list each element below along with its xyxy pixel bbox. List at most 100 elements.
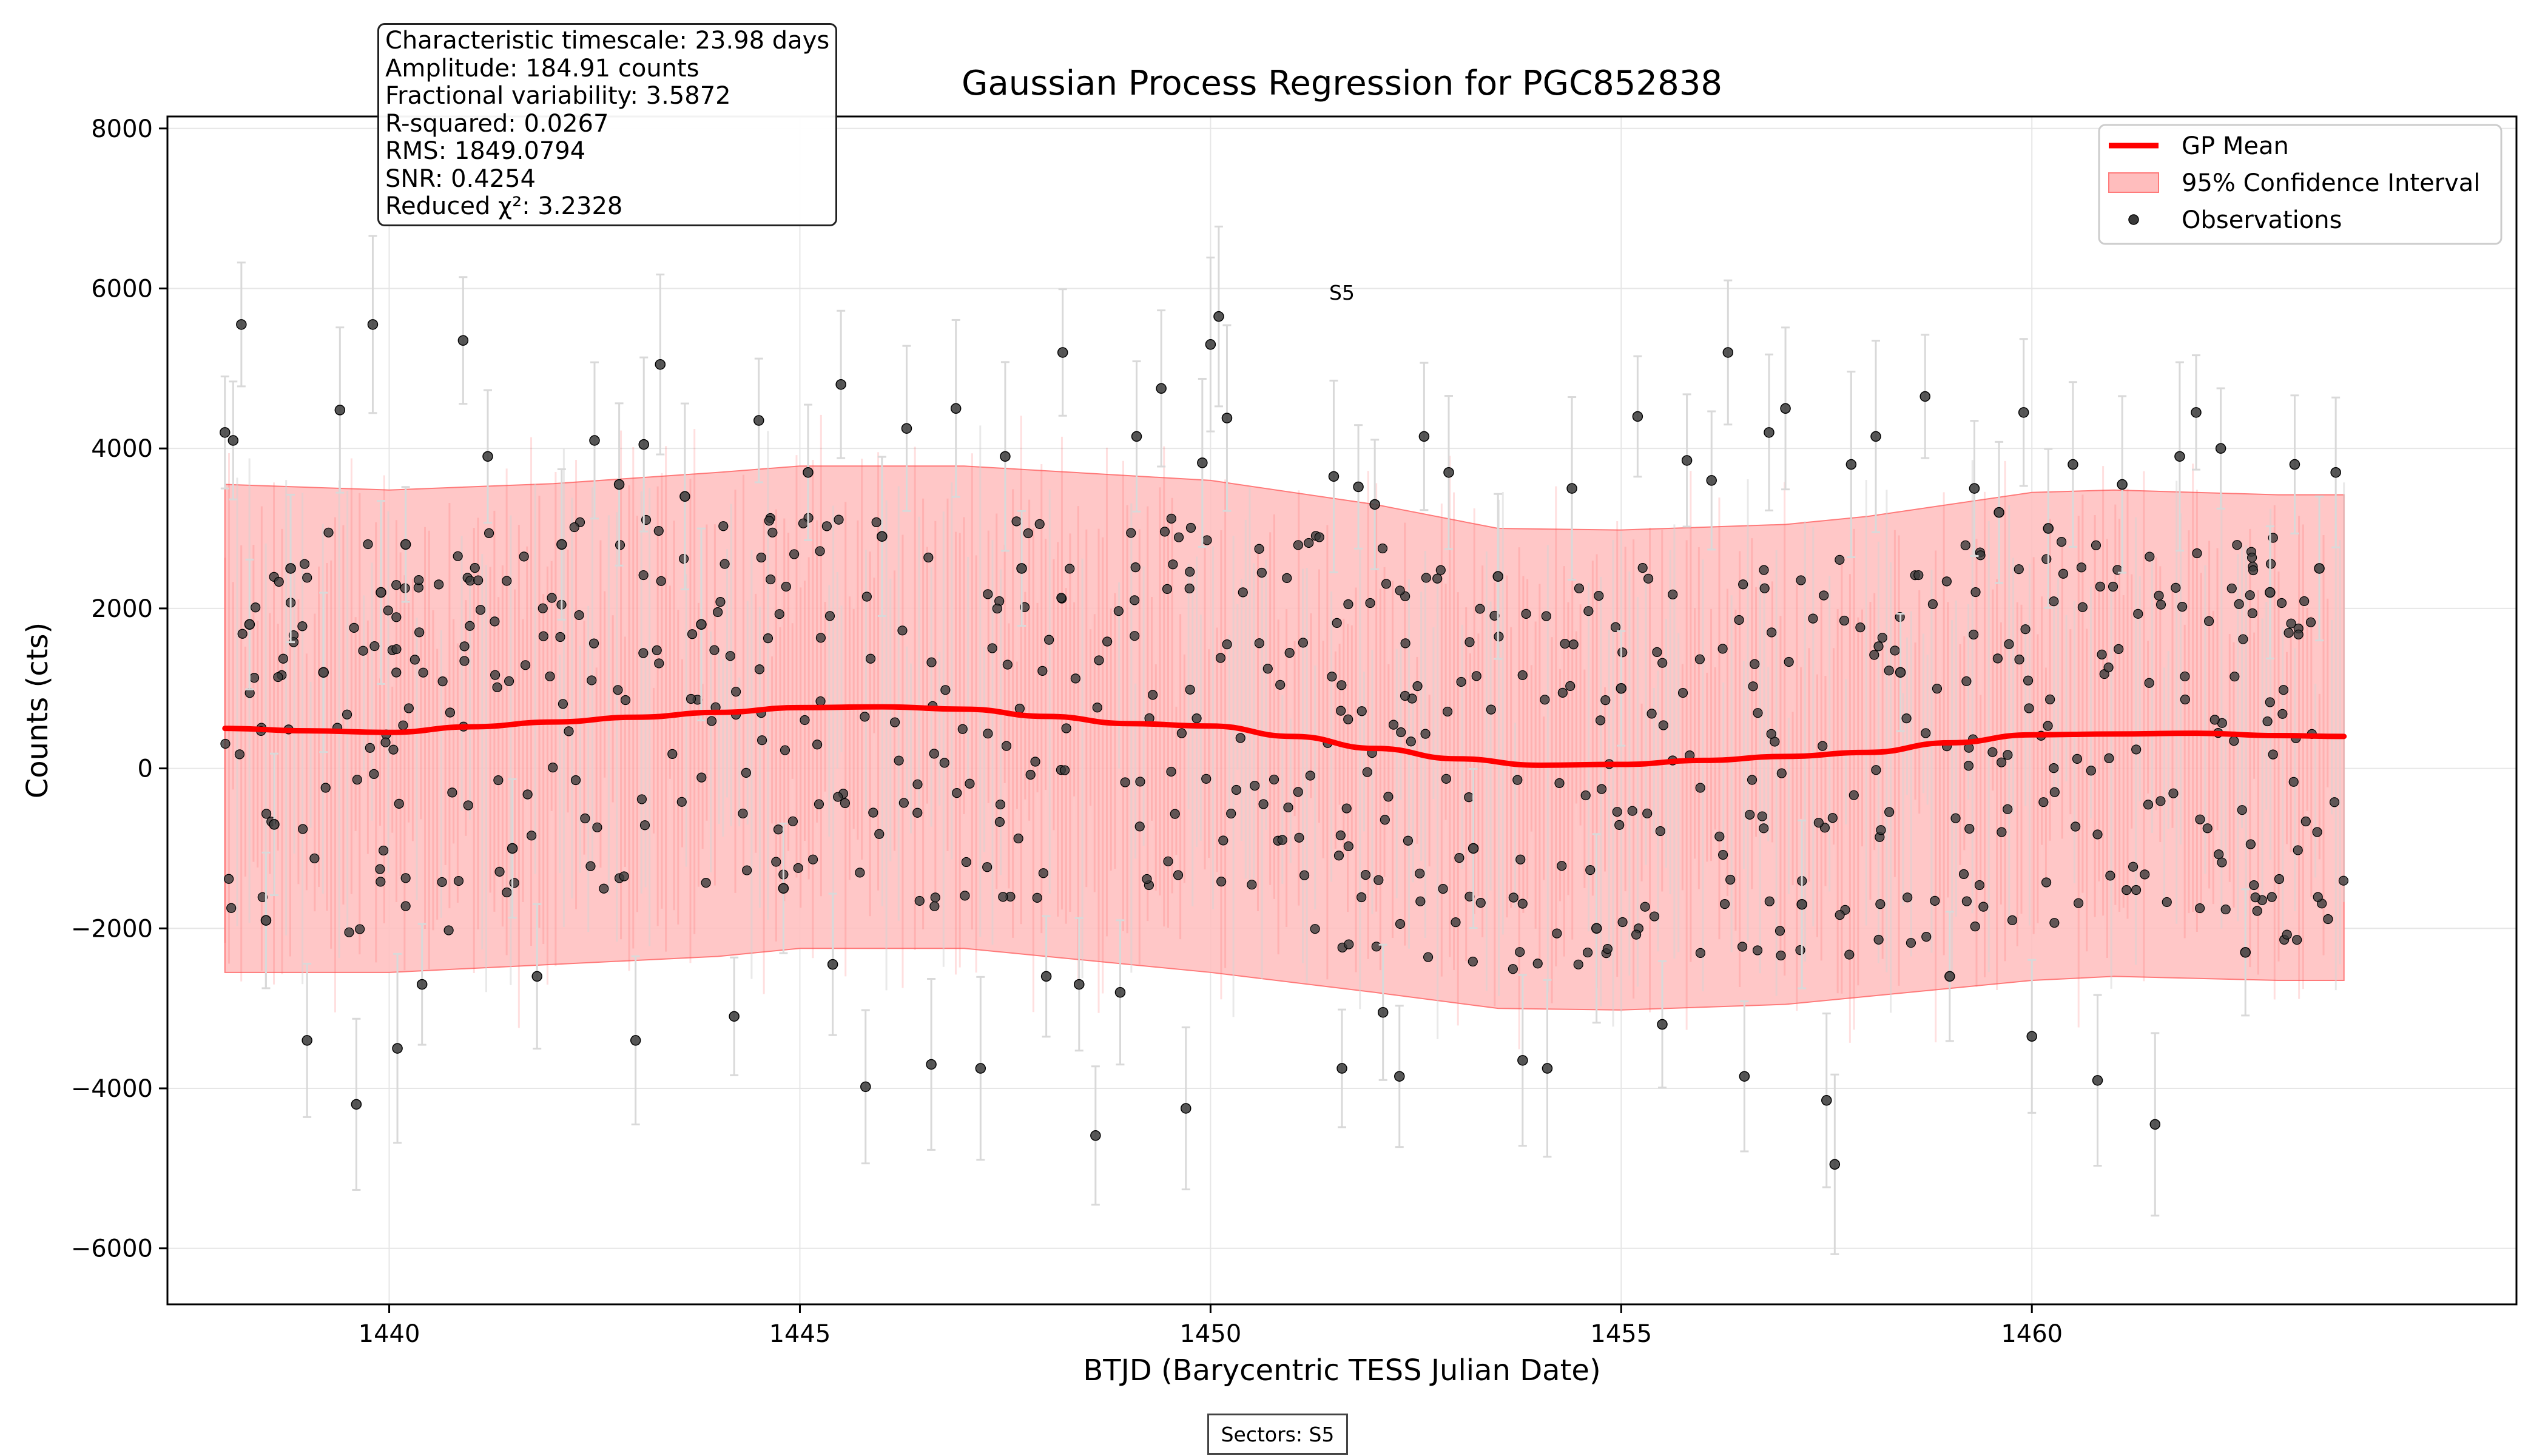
observation-point [1327, 672, 1337, 682]
observation-point [1377, 1006, 1389, 1018]
observation-point [1930, 895, 1940, 906]
observation-point [696, 772, 707, 783]
observation-point [1094, 655, 1104, 666]
observation-point [376, 877, 386, 887]
observation-point [868, 807, 878, 818]
y-tick-label: 6000 [91, 275, 153, 303]
observation-point [1585, 865, 1596, 875]
observation-point [2154, 590, 2164, 601]
observation-point [687, 629, 698, 639]
observation-point [1432, 573, 1443, 584]
observation-point [297, 621, 308, 632]
observation-point [1254, 638, 1264, 649]
observation-point [1649, 911, 1660, 922]
observation-point [2049, 763, 2059, 774]
observation-point [1131, 431, 1142, 442]
observation-point [741, 767, 751, 778]
observation-point [2293, 629, 2304, 639]
observation-point [1884, 807, 1895, 817]
observation-point [1616, 682, 1627, 694]
observation-point [351, 1099, 362, 1110]
observation-point [1627, 806, 1637, 816]
observation-point [1643, 573, 1654, 584]
observation-point [613, 685, 623, 695]
observation-point [1655, 826, 1665, 837]
observation-point [1566, 483, 1577, 494]
observation-point [630, 1035, 641, 1046]
observation-point [1090, 1130, 1101, 1141]
observation-point [1582, 947, 1593, 958]
observation-point [2220, 904, 2231, 915]
observation-point [1617, 917, 1628, 928]
observation-point [950, 403, 962, 414]
observation-point [995, 799, 1006, 810]
observation-point [738, 808, 748, 819]
observation-point [1126, 528, 1136, 538]
observation-point [1185, 522, 1196, 533]
plot-frame [166, 115, 2518, 1306]
observation-point [2195, 814, 2205, 824]
observation-point [376, 587, 386, 598]
observation-point [1517, 1055, 1528, 1066]
observation-point [220, 427, 231, 438]
observation-point [400, 873, 411, 883]
observation-point [1652, 647, 1662, 657]
observation-point [344, 927, 354, 937]
observation-point [1821, 1095, 1832, 1106]
observation-point [1060, 765, 1070, 775]
stats-fractional-variability: Fractional variability: 3.5872 [385, 82, 731, 110]
observation-point [475, 605, 486, 615]
observation-point [2283, 628, 2294, 638]
observation-point [2122, 885, 2132, 895]
observation-point [1002, 659, 1013, 670]
observation-point [855, 868, 865, 878]
observation-point [715, 596, 726, 607]
observation-point [320, 783, 331, 793]
observation-point [1950, 813, 1961, 823]
observation-point [391, 644, 402, 655]
observation-point [555, 632, 565, 642]
observation-point [1646, 709, 1657, 719]
observation-point [1250, 781, 1260, 791]
observation-point [1412, 681, 1423, 692]
observation-point [940, 685, 951, 695]
observation-point [507, 843, 518, 854]
observation-point [654, 658, 664, 669]
observation-point [1202, 535, 1212, 545]
observation-point [1305, 770, 1315, 781]
observation-point [365, 743, 375, 753]
observation-point [569, 522, 579, 533]
observation-point [807, 854, 818, 864]
observation-point [1216, 877, 1227, 887]
observation-point [1057, 347, 1068, 358]
observation-point [638, 439, 649, 450]
observation-point [1748, 681, 1758, 692]
sectors-box: Sectors: S5 [1207, 1414, 1348, 1455]
observation-point [1767, 627, 1777, 638]
observation-point [1438, 884, 1448, 894]
observation-point [2014, 655, 2024, 665]
observation-point [447, 787, 457, 798]
observation-point [1231, 784, 1242, 795]
observation-point [1130, 631, 1140, 641]
y-axis-label: Counts (cts) [21, 622, 55, 798]
observation-point [2237, 805, 2247, 815]
observation-point [379, 845, 389, 856]
observation-point [2104, 753, 2114, 763]
x-tick-label: 1460 [2001, 1320, 2063, 1348]
observation-point [1958, 869, 1969, 879]
observation-point [520, 660, 531, 670]
observation-point [1722, 347, 1734, 358]
observation-point [1418, 431, 1430, 442]
stats-r-squared: R-squared: 0.0267 [385, 109, 609, 138]
observation-point [1254, 544, 1264, 554]
observation-point [2245, 590, 2255, 601]
observation-point [367, 319, 379, 330]
observation-point [1774, 926, 1785, 936]
observation-point [592, 822, 602, 832]
observation-point [1658, 720, 1668, 730]
observation-point [1681, 455, 1693, 466]
observation-point [1013, 833, 1023, 844]
observation-point [2143, 800, 2154, 810]
observation-point [2092, 829, 2103, 840]
